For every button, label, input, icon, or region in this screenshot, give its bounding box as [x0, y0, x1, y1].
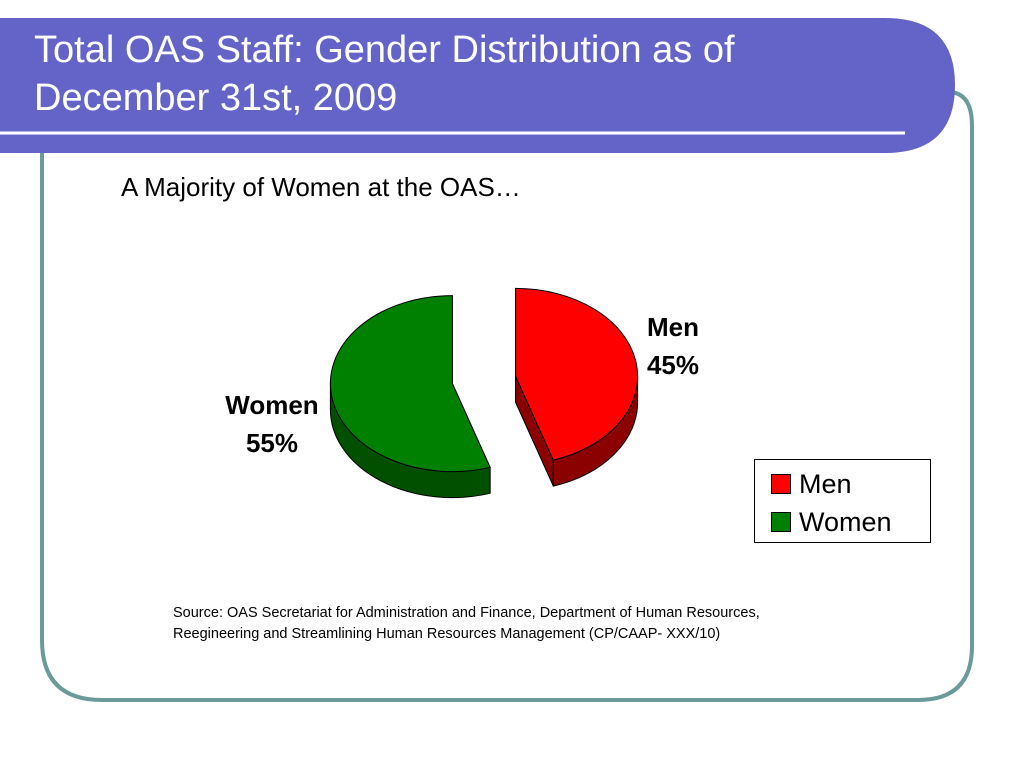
pie-slice-women-top	[329, 295, 491, 473]
legend-item-women: Women	[771, 506, 892, 538]
pie-slice-men	[515, 287, 639, 487]
legend-item-men: Men	[771, 468, 852, 500]
data-label-men-name: Men	[647, 312, 699, 342]
title-band	[0, 18, 955, 153]
slide-title-line-2: December 31st, 2009	[34, 77, 398, 119]
source-line-1: Source: OAS Secretariat for Administrati…	[173, 605, 760, 621]
pie-slice-men-top	[515, 287, 639, 461]
slide-title-line-1: Total OAS Staff: Gender Distribution as …	[34, 29, 735, 71]
source-note: Source: OAS Secretariat for Administrati…	[173, 603, 893, 645]
legend-label-men: Men	[799, 468, 852, 499]
data-label-women-name: Women	[225, 390, 318, 420]
content-border	[40, 90, 974, 702]
source-line-2: Reegineering and Streamlining Human Reso…	[173, 626, 721, 642]
slide-subtitle: A Majority of Women at the OAS…	[121, 172, 521, 202]
data-label-men-value: 45%	[647, 350, 699, 380]
legend-label-women: Women	[799, 506, 892, 537]
legend-swatch-men	[771, 474, 791, 494]
chart-legend: Men Women	[754, 459, 931, 543]
legend-swatch-women	[771, 512, 791, 532]
data-label-women-value: 55%	[246, 428, 298, 458]
pie-slice-women	[329, 295, 491, 499]
